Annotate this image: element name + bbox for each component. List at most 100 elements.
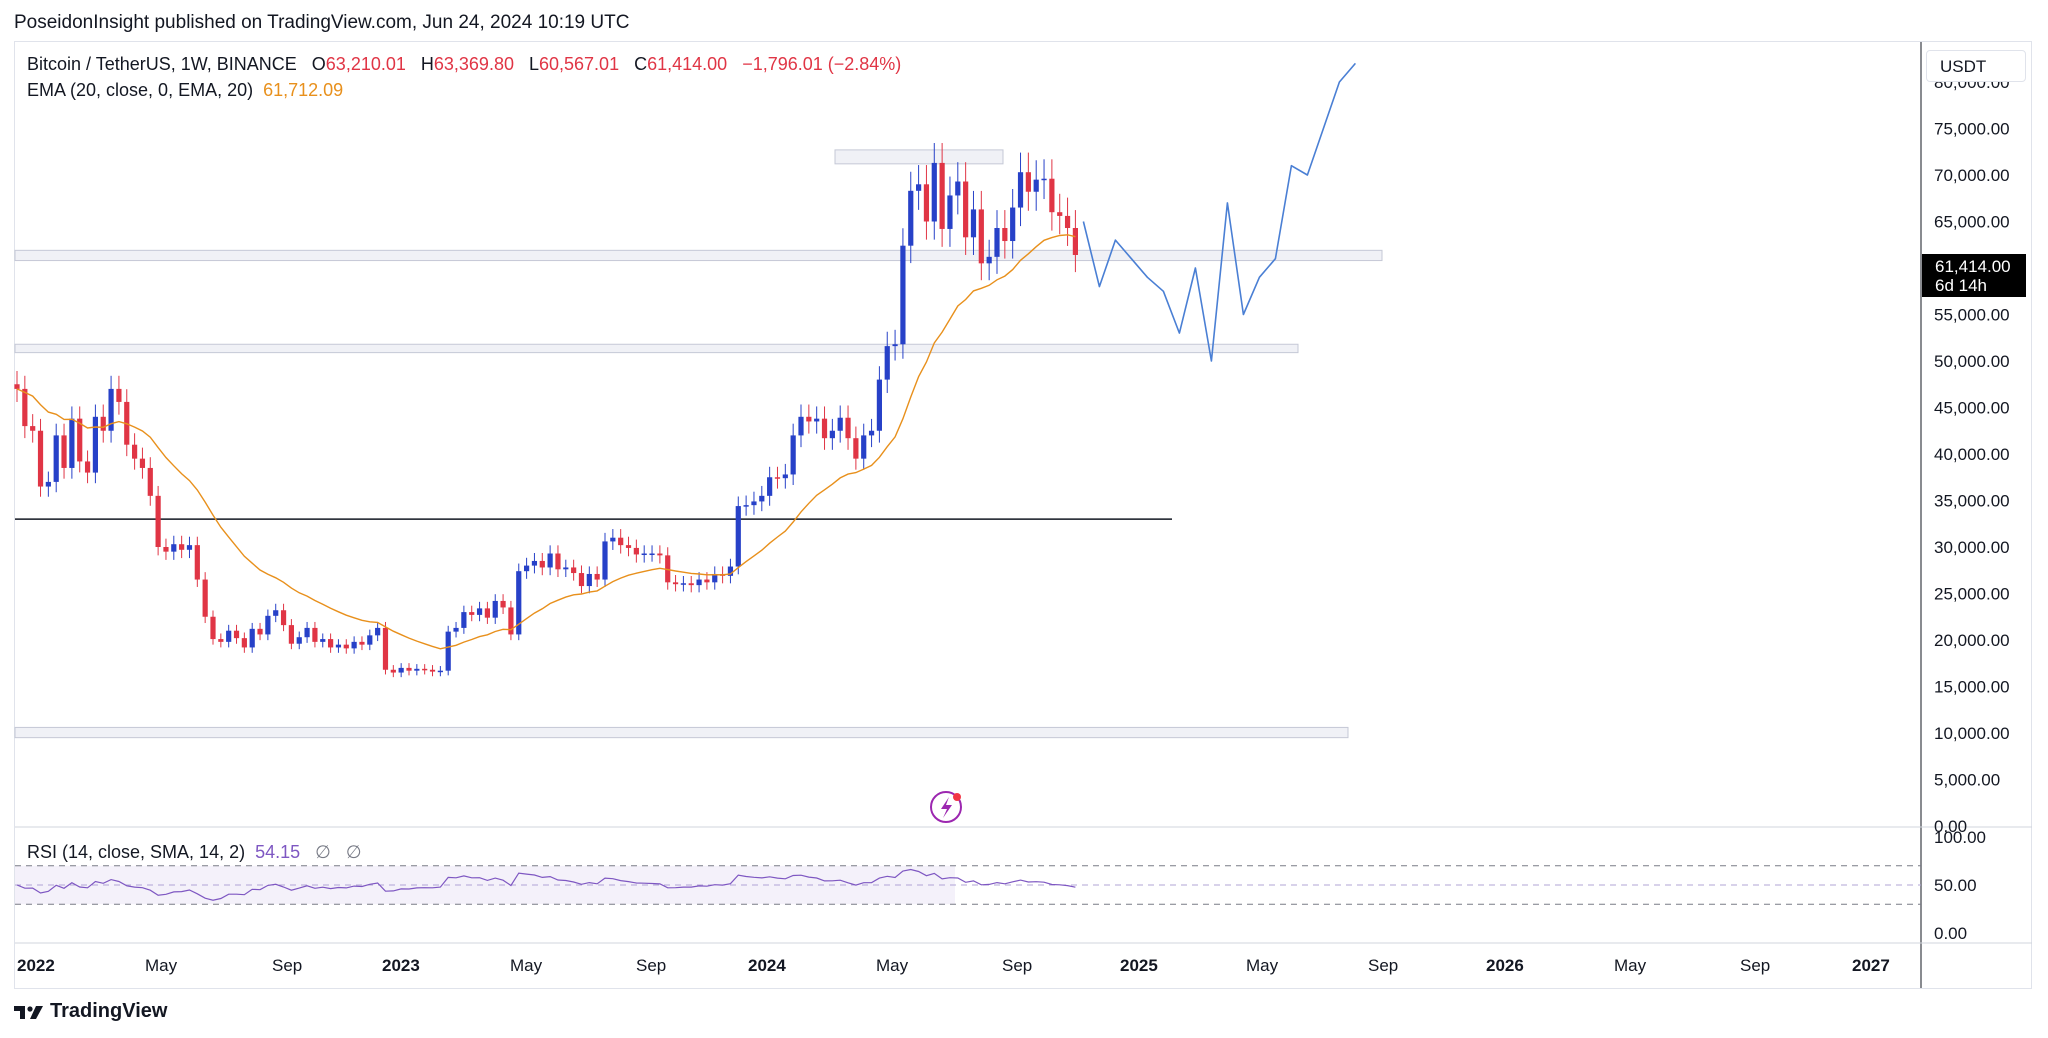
candle-body[interactable] xyxy=(1049,178,1055,213)
candle-body[interactable] xyxy=(1010,207,1016,242)
tradingview-logo[interactable]: TradingView xyxy=(14,1000,167,1023)
candle-body[interactable] xyxy=(312,627,318,642)
candle-body[interactable] xyxy=(923,184,930,222)
projection-path[interactable] xyxy=(1082,62,1357,362)
candle-body[interactable] xyxy=(429,669,436,672)
candle-body[interactable] xyxy=(179,544,185,550)
candle-body[interactable] xyxy=(751,501,757,506)
candle-body[interactable] xyxy=(328,639,334,648)
candle-body[interactable] xyxy=(210,616,216,640)
candle-body[interactable] xyxy=(1025,172,1031,192)
ema-line[interactable] xyxy=(16,234,1076,650)
candle-body[interactable] xyxy=(947,195,953,229)
candle-body[interactable] xyxy=(641,553,647,556)
candle-body[interactable] xyxy=(422,668,428,671)
candle-body[interactable] xyxy=(524,565,530,572)
candle-body[interactable] xyxy=(939,162,945,229)
candle-body[interactable] xyxy=(516,571,522,635)
candle-body[interactable] xyxy=(774,477,781,479)
candle-body[interactable] xyxy=(163,547,169,552)
candle-body[interactable] xyxy=(539,560,545,568)
candle-body[interactable] xyxy=(563,567,569,570)
candle-body[interactable] xyxy=(571,567,577,574)
candle-body[interactable] xyxy=(1017,172,1024,208)
candle-body[interactable] xyxy=(610,537,616,542)
candle-body[interactable] xyxy=(469,612,475,615)
candle-body[interactable] xyxy=(672,582,679,585)
candle-body[interactable] xyxy=(265,615,271,635)
candle-body[interactable] xyxy=(547,553,553,568)
candle-body[interactable] xyxy=(1072,228,1078,255)
candle-body[interactable] xyxy=(304,627,310,638)
candle-body[interactable] xyxy=(625,545,632,548)
candle-body[interactable] xyxy=(461,612,467,628)
chart-frame[interactable] xyxy=(14,41,2032,989)
candle-body[interactable] xyxy=(821,418,828,439)
events-bolt-icon[interactable] xyxy=(930,791,962,823)
candle-body[interactable] xyxy=(484,608,490,618)
candle-body[interactable] xyxy=(798,416,804,436)
candle-body[interactable] xyxy=(790,435,796,475)
candle-body[interactable] xyxy=(37,430,44,487)
candle-body[interactable] xyxy=(978,209,984,264)
candle-body[interactable] xyxy=(782,474,788,479)
candle-body[interactable] xyxy=(77,418,83,462)
candle-body[interactable] xyxy=(1033,179,1039,192)
candle-body[interactable] xyxy=(853,438,859,459)
candle-body[interactable] xyxy=(437,670,443,673)
candle-body[interactable] xyxy=(147,467,153,496)
rsi-line[interactable] xyxy=(16,868,1076,901)
candle-body[interactable] xyxy=(814,418,820,422)
candle-body[interactable] xyxy=(735,506,741,567)
candle-body[interactable] xyxy=(30,426,36,431)
candle-body[interactable] xyxy=(837,417,843,431)
candle-body[interactable] xyxy=(892,344,898,347)
candle-body[interactable] xyxy=(986,256,992,264)
candle-body[interactable] xyxy=(861,435,867,459)
candle-body[interactable] xyxy=(108,388,114,431)
candle-body[interactable] xyxy=(900,245,906,345)
candle-body[interactable] xyxy=(586,573,592,587)
candle-body[interactable] xyxy=(633,547,639,555)
candle-body[interactable] xyxy=(84,461,91,473)
candle-body[interactable] xyxy=(712,573,718,583)
candle-body[interactable] xyxy=(100,416,106,431)
candle-body[interactable] xyxy=(453,627,459,632)
candle-body[interactable] xyxy=(53,435,59,482)
candle-body[interactable] xyxy=(288,625,294,644)
candle-body[interactable] xyxy=(618,537,624,546)
candle-body[interactable] xyxy=(868,430,875,436)
candle-body[interactable] xyxy=(759,495,765,502)
candle-body[interactable] xyxy=(1041,178,1047,181)
zone-rect[interactable] xyxy=(14,249,1383,262)
candle-body[interactable] xyxy=(375,627,381,636)
candle-body[interactable] xyxy=(14,384,20,389)
candle-body[interactable] xyxy=(696,579,702,586)
candle-body[interactable] xyxy=(367,635,373,645)
candle-body[interactable] xyxy=(476,608,483,615)
candle-body[interactable] xyxy=(406,667,412,671)
candle-body[interactable] xyxy=(884,346,890,380)
ema-legend[interactable]: EMA (20, close, 0, EMA, 20) 61,712.09 xyxy=(27,80,343,101)
candle-body[interactable] xyxy=(908,190,914,246)
candle-body[interactable] xyxy=(1064,215,1071,229)
candle-body[interactable] xyxy=(414,668,420,671)
candle-body[interactable] xyxy=(335,644,342,648)
candle-body[interactable] xyxy=(806,416,812,422)
candle-body[interactable] xyxy=(139,458,146,468)
currency-unit-button[interactable]: USDT xyxy=(1926,50,2026,82)
candle-body[interactable] xyxy=(194,545,200,580)
candle-body[interactable] xyxy=(955,181,961,196)
candle-body[interactable] xyxy=(602,541,608,580)
zone-rect[interactable] xyxy=(14,726,1349,739)
candle-body[interactable] xyxy=(390,669,396,673)
candle-body[interactable] xyxy=(1002,228,1008,242)
zone-rect[interactable] xyxy=(834,149,1004,165)
candle-body[interactable] xyxy=(92,416,98,473)
candle-body[interactable] xyxy=(351,641,357,649)
candle-body[interactable] xyxy=(688,583,694,586)
candle-body[interactable] xyxy=(359,641,365,645)
candle-body[interactable] xyxy=(155,495,161,547)
candle-body[interactable] xyxy=(398,667,404,673)
